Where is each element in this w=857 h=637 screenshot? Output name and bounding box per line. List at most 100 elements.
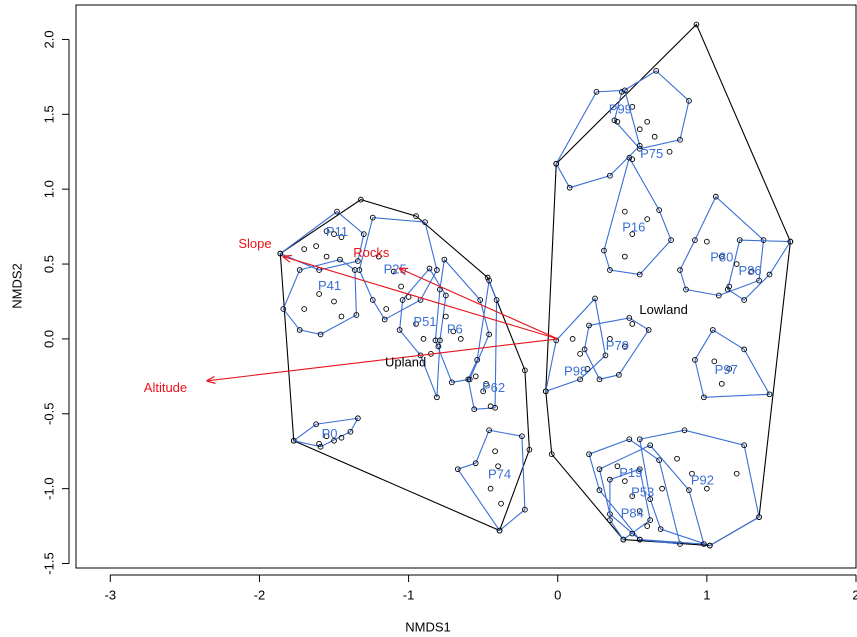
hull-vertex [607,267,613,273]
hull-vertex [686,97,692,104]
group-label: P92 [691,473,714,488]
hull-vertex [756,514,762,520]
x-tick-label: 0 [554,587,561,602]
hull-vertex [715,292,722,299]
hull-vertex [647,517,654,523]
hull-vertex [493,297,500,303]
point [689,470,695,477]
point [636,126,643,133]
group-hull [545,297,607,393]
point [483,380,489,387]
hull-vertex [647,442,654,449]
point [316,440,322,447]
group-hull [583,317,650,380]
outer-hull [279,199,530,532]
hull-vertex [477,297,484,303]
x-tick-label: -2 [254,587,266,602]
hull-vertex [602,352,609,359]
hull-vertex [626,315,633,321]
hull-vertex [693,21,700,28]
group-label: P51 [413,314,436,329]
hull-vertex [656,457,662,464]
hull-vertex [353,312,360,318]
group-hull [358,217,438,321]
hull-vertex [653,68,660,74]
hull-vertex [355,258,361,264]
group-label: P41 [318,278,341,293]
arrow-label: Slope [238,236,271,251]
hull-vertex [486,277,492,284]
hull-vertex [683,286,689,293]
group-label: P75 [640,146,663,161]
point [607,336,613,342]
hull-vertex [626,154,633,161]
point [498,500,504,507]
hull-vertex [692,357,698,363]
hull-vertex [448,379,455,386]
hull-vertex [486,427,492,434]
hull-vertex [313,421,319,428]
point [711,358,718,365]
hull-vertex [441,256,448,263]
group-label: P97 [715,362,738,377]
point [331,298,337,305]
point [621,253,628,260]
y-tick-label: 1.0 [41,180,56,198]
hull-vertex [741,297,747,303]
hull-vertex [709,327,716,333]
hull-vertex [607,476,613,483]
hull-vertex [484,274,491,281]
group-hull [279,210,365,271]
point [748,268,755,275]
hull-vertex [686,487,692,493]
hull-vertex [542,388,549,395]
hull-vertex [581,346,588,353]
hull-vertex [496,527,503,534]
hull-vertex [607,172,613,179]
hull-vertex [522,367,528,374]
hull-vertex [586,322,592,329]
group-label: P0 [322,426,338,441]
hull-vertex [566,184,573,191]
point [420,336,427,342]
point [659,485,665,492]
arrow [283,257,558,340]
point [614,118,621,125]
point [629,156,636,163]
outer-hull [545,23,791,547]
group-label: P98 [564,363,587,378]
hull-vertex [620,536,627,543]
group-label: P62 [482,380,505,395]
point [584,366,591,372]
group-hull [588,438,681,545]
hull-vertex [636,536,643,543]
hull-vertex [647,496,654,502]
y-tick-label: 1.5 [41,105,56,123]
hull-vertex [356,267,363,273]
point [450,328,457,335]
group-label: P84 [621,506,644,521]
hull-vertex [636,271,643,278]
hull-vertex [577,376,583,383]
group-label: P25 [384,261,407,276]
hull-vertex [760,237,767,243]
point [621,208,628,215]
point [316,291,322,297]
y-tick-label: -1.0 [41,477,56,499]
hull-vertex [337,256,343,263]
point [733,470,740,477]
point [457,336,464,342]
hull-vertex [593,88,600,95]
point [338,434,345,441]
point [487,403,494,410]
group-hull [292,417,359,448]
hull-vertex [553,160,560,167]
arrow-label: Rocks [353,245,390,260]
group-label: P6 [447,321,463,336]
group-hull [282,258,357,335]
hull-vertex [454,466,461,473]
hull-vertex [701,541,707,547]
group-hull [399,267,447,398]
hull-vertex [601,247,607,254]
